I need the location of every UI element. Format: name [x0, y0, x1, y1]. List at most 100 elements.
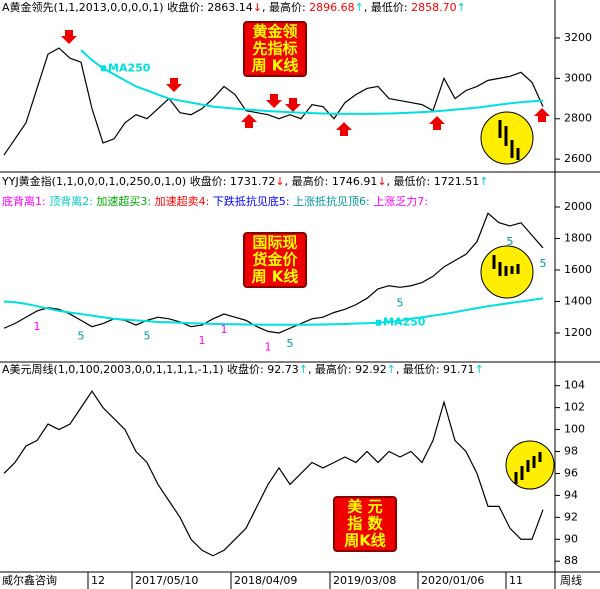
- ma-label: MA250: [383, 316, 426, 329]
- header-part: , 最低价:: [364, 1, 408, 14]
- annotation-text: 美 元: [347, 498, 382, 516]
- price-line: [3, 390, 544, 557]
- y-tick-label: 98: [564, 445, 578, 458]
- signal-label: 5: [287, 337, 294, 350]
- annotation-text: 国际现: [252, 234, 297, 252]
- y-tick-label: 94: [564, 488, 578, 501]
- header-part: 1721.51: [430, 175, 479, 188]
- y-tick-label: 102: [564, 401, 585, 414]
- header-part: , 最高价:: [285, 174, 329, 188]
- y-tick-label: 2800: [564, 112, 592, 125]
- header-part: ↓: [377, 175, 386, 188]
- signal-label: 5: [540, 257, 547, 270]
- header-part: , 最高价:: [262, 0, 306, 14]
- y-tick-label: 96: [564, 466, 578, 479]
- ma-label-marker: [376, 319, 381, 326]
- header-part: , 最低价:: [396, 363, 440, 376]
- y-tick-label: 2600: [564, 152, 592, 165]
- header-part: ↑: [355, 1, 364, 14]
- signal-label: 5: [78, 329, 85, 342]
- header-part: 91.71: [440, 363, 475, 376]
- header-part: ↑: [457, 1, 466, 14]
- header-part: A黄金领先(1,1,2013,0,0,0,0,1): [2, 0, 164, 14]
- x-tick-label: 12: [91, 574, 105, 587]
- y-tick-label: 3200: [564, 31, 592, 44]
- signal-label: 5: [507, 235, 514, 248]
- header-part: ↑: [475, 363, 484, 376]
- header-part: A美元周线(1,0,100,2003,0,0,1,1,1,1,-1,1): [2, 362, 224, 376]
- y-tick-label: 90: [564, 532, 578, 545]
- header-part: 92.92: [352, 363, 387, 376]
- signal-label: 1: [34, 320, 41, 333]
- moving-average-line: [3, 297, 544, 326]
- header-part: 1746.91: [328, 175, 377, 188]
- y-tick-label: 104: [564, 379, 585, 392]
- y-tick-label: 88: [564, 554, 578, 567]
- x-tick-label: 2017/05/10: [135, 574, 198, 587]
- legend-entry: 底背离1:: [2, 194, 46, 208]
- header-part: 92.73: [264, 363, 299, 376]
- signal-label: 5: [397, 296, 404, 309]
- ma-label: MA250: [108, 61, 151, 74]
- header-part: , 最低价:: [387, 175, 431, 188]
- header-part: 收盘价:: [164, 0, 204, 14]
- header-part: 收盘价:: [224, 362, 264, 376]
- legend-entry: 上涨乏力7:: [370, 195, 428, 208]
- y-tick-label: 92: [564, 510, 578, 523]
- x-axis-corner-label: 周线: [560, 573, 582, 587]
- annotation-text: 周K线: [344, 532, 386, 550]
- legend-entry: 加速超买3:: [93, 194, 151, 208]
- header-part: 2858.70: [408, 1, 457, 14]
- x-axis-corner-label: 威尔鑫咨询: [2, 573, 57, 587]
- y-tick-label: 100: [564, 423, 585, 436]
- legend-entry: 上涨抵抗见顶6:: [290, 194, 370, 208]
- signal-label: 5: [144, 329, 151, 342]
- x-tick-label: 2019/03/08: [333, 574, 396, 587]
- legend-entry: 顶背离2:: [46, 194, 93, 208]
- y-tick-label: 1200: [564, 326, 592, 339]
- x-tick-label: 2018/04/09: [234, 574, 297, 587]
- y-tick-label: 3000: [564, 71, 592, 84]
- panel-header: A美元周线(1,0,100,2003,0,0,1,1,1,1,-1,1) 收盘价…: [2, 362, 484, 376]
- inset-circles: [480, 111, 555, 490]
- annotation-box: [333, 496, 397, 552]
- x-tick-label: 2020/01/06: [421, 574, 484, 587]
- signal-label: 1: [199, 334, 206, 347]
- decor-arrows: [61, 30, 550, 136]
- header-part: 1731.72: [226, 175, 275, 188]
- header-part: ↑: [387, 363, 396, 376]
- header-part: 收盘价:: [186, 174, 226, 188]
- signal-label: 1: [221, 323, 228, 336]
- price-line: [3, 47, 544, 156]
- annotation-text: 指 数: [347, 515, 383, 533]
- annotation-box: [243, 21, 307, 77]
- y-tick-label: 1600: [564, 263, 592, 276]
- header-part: ↓: [275, 175, 284, 188]
- y-tick-label: 2000: [564, 200, 592, 213]
- legend-entry: 加速超卖4:: [151, 194, 209, 208]
- signal-legend: 底背离1: 顶背离2: 加速超买3: 加速超卖4: 下跌抵抗见底5: 上涨抵抗见…: [2, 194, 428, 208]
- header-part: 2896.68: [306, 1, 355, 14]
- annotation-text: 黄金领: [252, 23, 297, 41]
- y-tick-label: 1800: [564, 231, 592, 244]
- signal-label: 1: [265, 340, 272, 353]
- header-part: 2863.14: [204, 1, 253, 14]
- annotation-box: [243, 232, 307, 288]
- ma-label-marker: [101, 65, 106, 72]
- annotation-text: 货金价: [252, 251, 298, 269]
- legend-entry: 下跌抵抗见底5:: [209, 194, 289, 208]
- header-part: ↑: [299, 363, 308, 376]
- y-tick-label: 1400: [564, 294, 592, 307]
- x-tick-label: 11: [509, 574, 523, 587]
- panel-header: A黄金领先(1,1,2013,0,0,0,0,1) 收盘价: 2863.14↓,…: [2, 0, 466, 14]
- header-part: ↓: [253, 1, 262, 14]
- price-line: [3, 212, 544, 334]
- header-part: , 最高价:: [308, 362, 352, 376]
- annotation-text: 先指标: [252, 40, 297, 58]
- annotation-text: 周 K线: [252, 57, 299, 75]
- moving-average-line: [80, 49, 544, 115]
- annotation-text: 周 K线: [252, 268, 299, 286]
- header-part: YYJ黄金指(1,1,0,0,0,1,0,250,0,1,0): [1, 174, 186, 188]
- header-part: ↑: [479, 175, 488, 188]
